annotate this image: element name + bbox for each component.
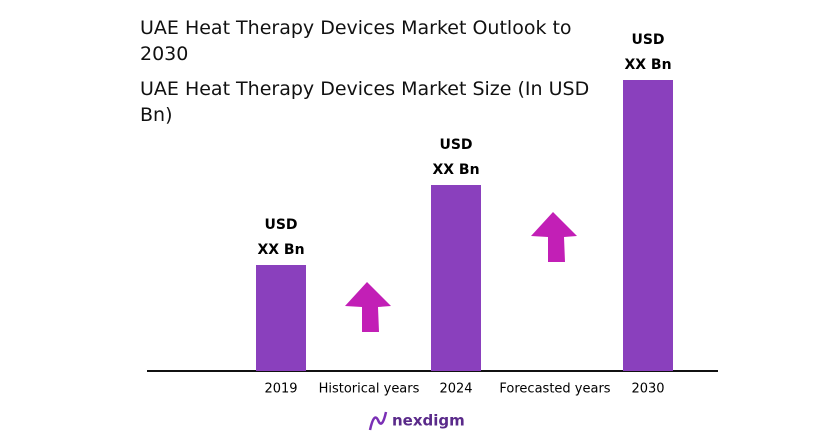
x-tick-label: 2024 (439, 382, 472, 397)
value-label: XX Bn (432, 162, 479, 178)
logo: nexdigm (392, 412, 465, 430)
chart-title: UAE Heat Therapy Devices Market Outlook … (140, 17, 572, 65)
arrow (531, 212, 577, 262)
bar (256, 265, 306, 371)
x-tick-label: 2019 (264, 382, 297, 397)
logo-mark (368, 411, 388, 431)
annotation: Forecasted years (499, 382, 610, 397)
x-tick-label: 2030 (631, 382, 664, 397)
chart-subtitle: UAE Heat Therapy Devices Market Size (In… (140, 78, 590, 126)
bar (623, 80, 673, 371)
value-label: XX Bn (624, 57, 671, 73)
value-label: XX Bn (257, 242, 304, 258)
bar (431, 185, 481, 371)
arrow (345, 282, 391, 332)
value-label: USD (439, 137, 472, 153)
annotation: Historical years (319, 382, 420, 397)
value-label: USD (631, 32, 664, 48)
value-label: USD (264, 217, 297, 233)
